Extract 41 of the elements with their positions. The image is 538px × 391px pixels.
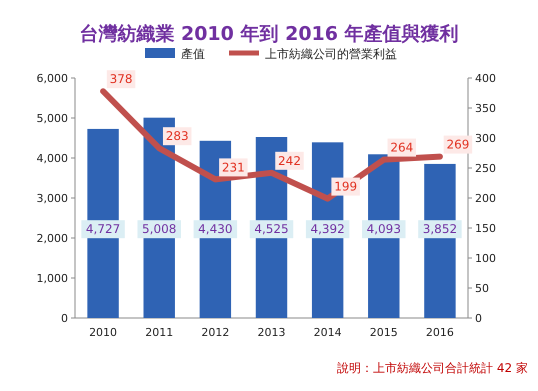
x-tick-label: 2013: [258, 326, 286, 339]
data-label: 4,727: [86, 222, 120, 236]
x-tick-label: 2012: [201, 326, 230, 339]
y-tick-label: 0: [61, 312, 68, 325]
data-label: 4,392: [310, 222, 345, 236]
y2-tick-label: 300: [475, 132, 496, 145]
data-label: 199: [334, 180, 358, 194]
y-tick-label: 3,000: [36, 192, 68, 205]
y2-tick-label: 250: [475, 162, 496, 175]
x-tick-label: 2015: [370, 326, 398, 339]
data-label: 4,430: [198, 222, 233, 236]
y2-tick-label: 50: [475, 282, 489, 295]
data-label: 3,852: [422, 222, 458, 236]
x-tick-label: 2011: [145, 326, 174, 339]
data-label: 242: [278, 154, 301, 168]
x-tick-label: 2010: [89, 326, 118, 339]
data-label: 378: [110, 72, 133, 86]
data-label: 264: [390, 140, 414, 155]
y-tick-label: 5,000: [36, 112, 68, 125]
data-label: 4,525: [254, 222, 289, 236]
y-tick-label: 2,000: [36, 232, 68, 245]
y2-tick-label: 200: [475, 192, 496, 205]
chart-title: 台灣紡織業 2010 年到 2016 年產值與獲利: [79, 23, 459, 45]
legend-label: 上市紡織公司的營業利益: [265, 47, 397, 61]
text: 說明：上市紡織公司合計統計 42 家: [337, 361, 528, 375]
y2-tick-label: 150: [475, 222, 496, 235]
x-tick-label: 2014: [314, 326, 342, 339]
y-tick-label: 6,000: [36, 72, 68, 85]
x-tick-label: 2016: [426, 326, 454, 339]
data-label: 231: [222, 160, 245, 174]
y2-tick-label: 100: [475, 252, 496, 265]
y-tick-label: 1,000: [36, 272, 68, 285]
data-label: 283: [166, 129, 189, 144]
y-tick-label: 4,000: [36, 152, 68, 165]
y2-tick-label: 0: [475, 312, 482, 325]
legend-label: 產值: [181, 47, 205, 61]
data-label: 269: [446, 138, 470, 152]
y2-tick-label: 400: [475, 72, 496, 85]
y2-tick-label: 350: [475, 102, 496, 115]
data-label: 4,093: [366, 222, 401, 236]
data-label: 5,008: [142, 222, 176, 236]
